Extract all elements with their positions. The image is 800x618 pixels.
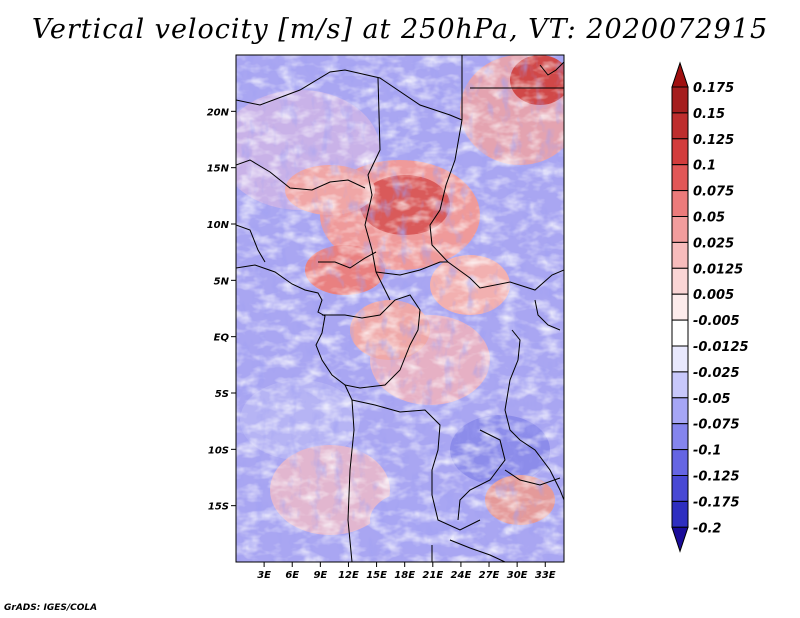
colorbar-label: 0.175 — [693, 81, 734, 96]
lon-tick-label: 27E — [479, 570, 500, 581]
colorbar-label: -0.175 — [693, 495, 740, 510]
lat-tick-label: EQ — [214, 333, 230, 344]
lon-tick-label: 12E — [338, 570, 359, 581]
colorbar-label: -0.075 — [693, 418, 740, 433]
colorbar-label: 0.0125 — [693, 262, 743, 277]
colorbar-label: -0.125 — [693, 470, 740, 485]
velocity-field — [236, 55, 564, 562]
colorbar-swatch — [671, 475, 689, 502]
colorbar-swatch — [671, 293, 689, 321]
lat-tick-label: 15N — [207, 164, 230, 175]
colorbar-swatch — [671, 86, 689, 114]
colorbar-swatch — [671, 397, 689, 425]
colorbar-swatch — [671, 164, 689, 192]
colorbar-swatch — [671, 190, 689, 218]
colorbar-swatch — [671, 345, 689, 373]
colorbar-label: 0.05 — [693, 211, 725, 226]
lat-tick-label: 15S — [208, 502, 229, 513]
colorbar-label: -0.025 — [693, 366, 740, 381]
colorbar-bottom-arrow — [671, 526, 689, 553]
colorbar-swatch — [671, 500, 689, 528]
lon-tick-label: 21E — [422, 570, 443, 581]
colorbar-swatch — [671, 319, 689, 347]
lon-tick-label: 15E — [366, 570, 387, 581]
map-frame — [235, 54, 565, 563]
colorbar-swatch — [671, 216, 689, 243]
lon-tick-label: 30E — [507, 570, 528, 581]
colorbar-swatch — [671, 423, 689, 451]
colorbar-label: 0.005 — [693, 288, 734, 303]
colorbar-label: 0.15 — [693, 107, 725, 122]
lon-tick-label: 33E — [535, 570, 556, 581]
longitude-axis: 3E 6E 9E 12E 15E 18E 21E 24E 27E 30E 33E — [257, 562, 556, 581]
colorbar-label: -0.05 — [693, 392, 730, 407]
lon-tick-label: 3E — [257, 570, 271, 581]
colorbar-top-arrow — [671, 61, 689, 88]
latitude-axis: 20N 15N 10N 5N EQ 5S 10S 15S — [207, 107, 236, 513]
lon-tick-label: 24E — [451, 570, 472, 581]
colorbar-label: -0.0125 — [693, 340, 749, 355]
colorbar: 0.175 0.15 0.125 0.1 0.075 0.05 0.025 0.0125 0.0… — [671, 61, 749, 553]
lat-tick-label: 5N — [214, 276, 230, 287]
lat-tick-label: 5S — [215, 389, 229, 400]
lon-tick-label: 6E — [285, 570, 299, 581]
colorbar-swatch — [671, 112, 689, 140]
colorbar-swatch — [671, 449, 689, 477]
lat-tick-label: 10S — [208, 445, 229, 456]
colorbar-label: -0.2 — [693, 521, 721, 536]
colorbar-swatch — [671, 138, 689, 166]
plot-title: Vertical velocity [m/s] at 250hPa, VT: 2… — [31, 14, 769, 45]
colorbar-label: 0.025 — [693, 236, 734, 251]
colorbar-swatch — [671, 371, 689, 399]
colorbar-label: 0.1 — [693, 159, 716, 174]
colorbar-label: -0.005 — [693, 314, 740, 329]
colorbar-label: -0.1 — [693, 444, 721, 459]
lon-tick-label: 18E — [394, 570, 415, 581]
lon-tick-label: 9E — [313, 570, 327, 581]
lat-tick-label: 10N — [207, 220, 230, 231]
colorbar-label: 0.075 — [693, 185, 734, 200]
lat-tick-label: 20N — [207, 107, 230, 118]
colorbar-swatch — [671, 241, 689, 269]
grads-credit: GrADS: IGES/COLA — [4, 603, 98, 613]
country-borders — [236, 55, 564, 562]
colorbar-label: 0.125 — [693, 133, 734, 148]
colorbar-swatch — [671, 267, 689, 295]
